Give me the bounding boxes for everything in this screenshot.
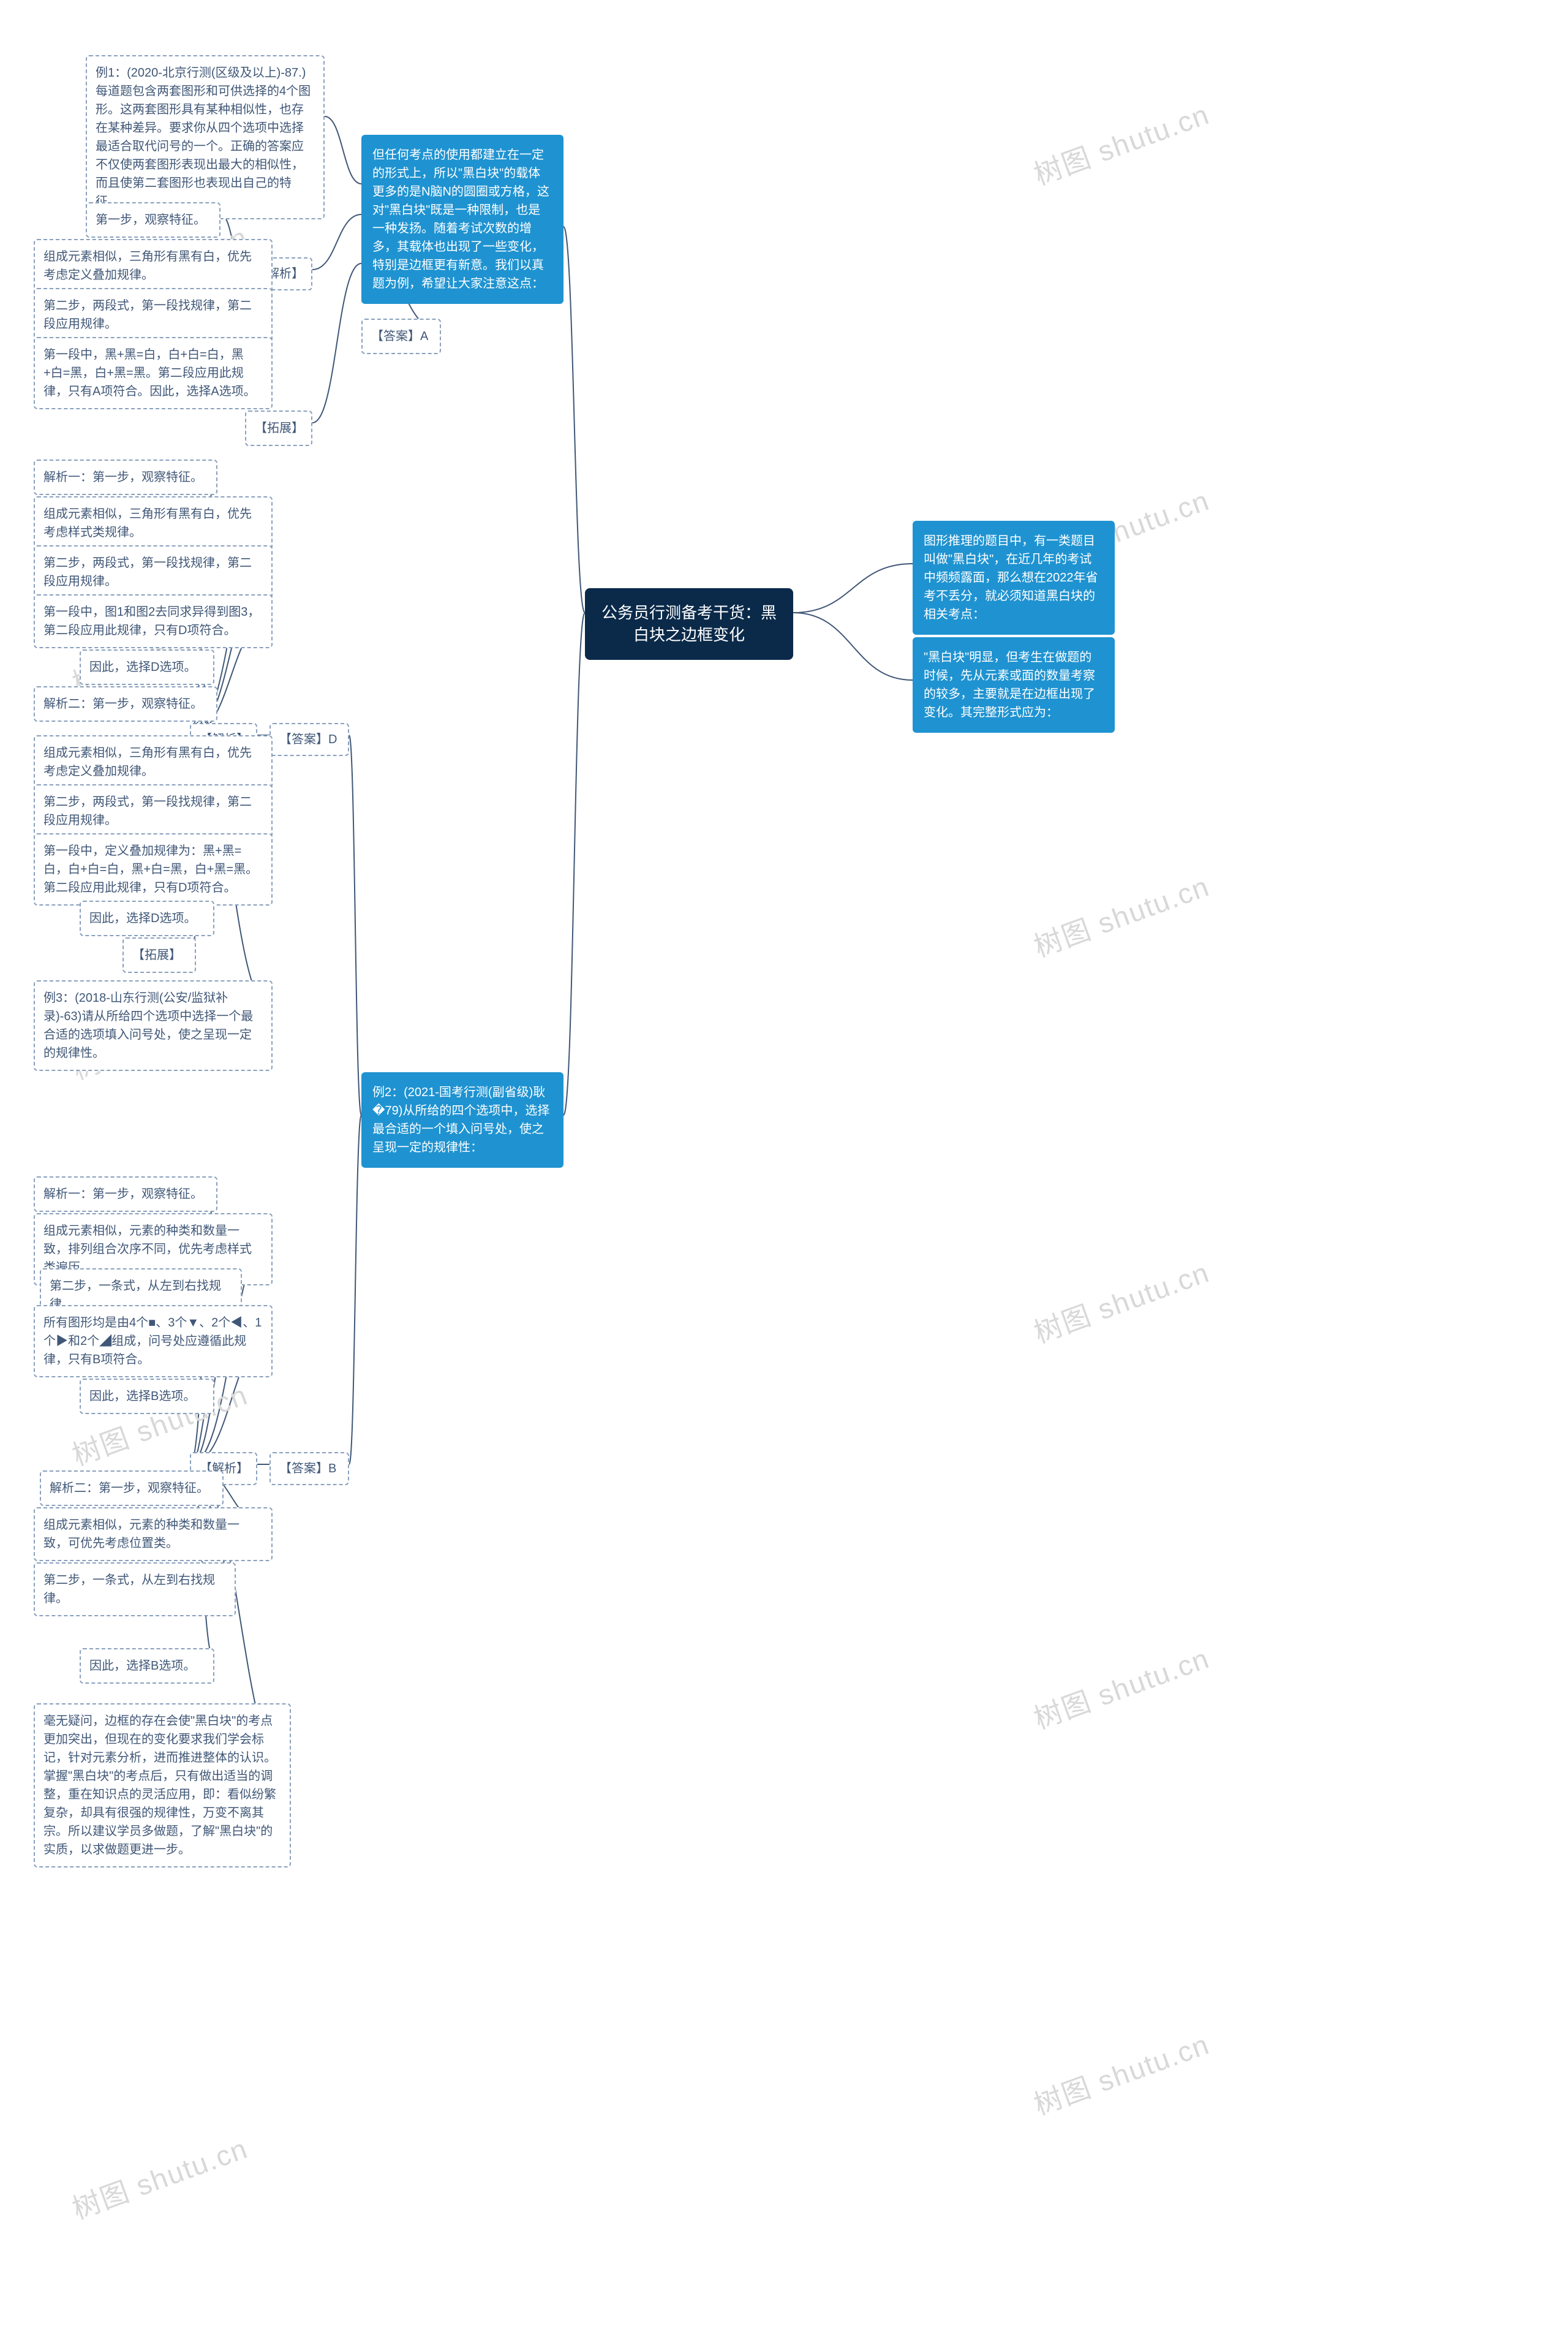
mindmap-node: 组成元素相似，元素的种类和数量一致，可优先考虑位置类。 (34, 1507, 273, 1561)
connector (564, 227, 585, 613)
mindmap-node: 第一段中，图1和图2去同求异得到图3，第二段应用此规律，只有D项符合。 (34, 594, 273, 648)
mindmap-node: 毫无疑问，边框的存在会使"黑白块"的考点更加突出，但现在的变化要求我们学会标记，… (34, 1703, 291, 1867)
mindmap-node: 解析一：第一步，观察特征。 (34, 460, 217, 495)
mindmap-node: 组成元素相似，三角形有黑有白，优先考虑定义叠加规律。 (34, 735, 273, 789)
mindmap-node: 所有图形均是由4个■、3个▼、2个◀、1个▶和2个◢组成，问号处应遵循此规律，只… (34, 1305, 273, 1377)
mindmap-node: 因此，选择D选项。 (80, 901, 214, 936)
connector (312, 263, 361, 423)
right-branch-node: "黑白块"明显，但考生在做题的时候，先从元素或面的数量考察的较多，主要就是在边框… (913, 637, 1115, 733)
left-branch-node: 但任何考点的使用都建立在一定的形式上，所以"黑白块"的载体更多的是N脑N的圆圈或… (361, 135, 564, 304)
mindmap-node: 因此，选择B选项。 (80, 1379, 214, 1414)
mindmap-node: 第二步，一条式，从左到右找规律。 (34, 1562, 236, 1616)
right-branch-node: 图形推理的题目中，有一类题目叫做"黑白块"，在近几年的考试中频频露面，那么想在2… (913, 521, 1115, 635)
mindmap-node: 例1：(2020-北京行测(区级及以上)-87.)每道题包含两套图形和可供选择的… (86, 55, 325, 219)
mindmap-node: 解析一：第一步，观察特征。 (34, 1176, 217, 1212)
mindmap-node: 第二步，两段式，第一段找规律，第二段应用规律。 (34, 545, 273, 599)
mindmap-node: 例3：(2018-山东行测(公安/监狱补录)-63)请从所给四个选项中选择一个最… (34, 980, 273, 1071)
connector (793, 613, 913, 680)
mindmap-node: 【答案】B (270, 1452, 349, 1485)
mindmap-node: 组成元素相似，三角形有黑有白，优先考虑样式类规律。 (34, 496, 273, 550)
connector (564, 613, 585, 1115)
root-node: 公务员行测备考干货：黑白块之边框变化 (585, 588, 793, 660)
mindmap-node: 解析二：第一步，观察特征。 (40, 1470, 224, 1506)
mindmap-node: 第一段中，定义叠加规律为：黑+黑=白，白+白=白，黑+白=黑，白+黑=黑。第二段… (34, 833, 273, 906)
mindmap-node: 【答案】D (270, 723, 349, 756)
mindmap-node: 因此，选择B选项。 (80, 1648, 214, 1684)
mindmap-node: 组成元素相似，三角形有黑有白，优先考虑定义叠加规律。 (34, 239, 273, 293)
mindmap-node: 第一段中，黑+黑=白，白+白=白，黑+白=黑，白+黑=黑。第二段应用此规律，只有… (34, 337, 273, 409)
connector (349, 1115, 361, 1464)
mindmap-node: 第二步，两段式，第一段找规律，第二段应用规律。 (34, 784, 273, 838)
connector (312, 214, 361, 270)
connector (793, 564, 913, 613)
mindmap-node: 第二步，两段式，第一段找规律，第二段应用规律。 (34, 288, 273, 342)
mindmap-node: 解析二：第一步，观察特征。 (34, 686, 217, 722)
connector (325, 116, 361, 184)
mindmap-node: 【拓展】 (123, 937, 196, 973)
mindmap-node: 第一步，观察特征。 (86, 202, 221, 238)
mindmap-node: 【拓展】 (245, 411, 312, 446)
left-branch-node: 例2：(2021-国考行测(副省级)耿�79)从所给的四个选项中，选择最合适的一… (361, 1072, 564, 1168)
connector (349, 735, 361, 1115)
mindmap-node: 【答案】A (361, 319, 441, 354)
mindmap-node: 因此，选择D选项。 (80, 649, 214, 685)
